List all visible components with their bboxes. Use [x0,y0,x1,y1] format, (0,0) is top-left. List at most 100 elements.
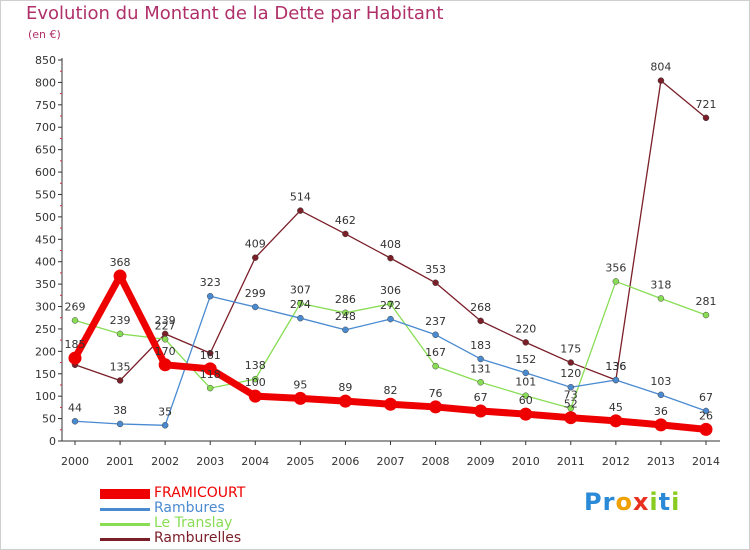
data-label: 804 [650,61,671,74]
data-label: 227 [155,319,176,332]
data-label: 26 [699,409,713,422]
y-tick-label: 400 [35,256,56,269]
x-tick-label: 2006 [331,455,359,468]
data-point [522,392,529,399]
data-label: 248 [335,310,356,323]
data-label: 161 [200,349,221,362]
data-point [564,411,578,425]
data-label: 721 [696,98,717,111]
data-label: 60 [519,394,533,407]
data-label: 274 [290,298,311,311]
data-label: 239 [110,314,131,327]
data-label: 353 [425,263,446,276]
data-point [609,414,623,428]
data-label: 356 [605,261,626,274]
y-tick-label: 700 [35,121,56,134]
legend-label: Le Translay [154,515,233,531]
data-label: 318 [650,278,671,291]
x-tick-label: 2004 [241,455,269,468]
data-point [206,349,214,357]
data-label: 103 [650,375,671,388]
data-label: 306 [380,284,401,297]
data-label: 45 [609,401,623,414]
data-point [342,326,349,334]
x-tick-label: 2014 [692,455,720,468]
data-point [342,309,349,317]
data-point [161,422,169,429]
data-label: 220 [515,322,536,335]
y-tick-label: 300 [35,301,56,314]
y-tick-label: 750 [35,99,56,112]
data-label: 36 [654,405,668,418]
data-label: 100 [245,376,266,389]
data-point [657,391,665,399]
series-le-translay [71,278,710,412]
y-tick-label: 350 [35,278,56,291]
legend-swatch [100,508,150,511]
data-label: 136 [605,360,626,373]
data-label: 272 [380,299,401,312]
data-point [297,207,304,214]
data-point [474,404,488,418]
y-tick-label: 200 [35,345,56,358]
data-point [387,254,394,262]
data-point [252,375,259,383]
y-tick-label: 100 [35,390,56,403]
data-labels: 185 368 170 161 100 95 89 82 76 67 60 52 45 36 26 44 38 3… [65,61,717,423]
data-label: 52 [564,398,578,411]
logo-letter: i [671,488,681,516]
data-label: 76 [429,387,443,400]
y-tick-label: 850 [35,54,56,67]
logo-letter: x [632,488,650,516]
data-label: 89 [338,381,352,394]
y-tick-label: 600 [35,166,56,179]
chart-title: Evolution du Montant de la Dette par Hab… [26,3,444,24]
data-point [203,362,217,376]
legend-swatch [100,538,150,541]
legend-label: Rambures [154,500,225,516]
data-label: 136 [605,360,626,373]
y-tick-label: 550 [35,188,56,201]
legend-label: FRAMICOURT [154,485,246,501]
data-label: 409 [245,238,266,251]
data-point [432,331,439,339]
data-point [387,300,394,308]
data-label: 118 [200,368,221,381]
data-point [477,317,484,325]
data-label: 170 [155,345,176,358]
y-tick-label: 450 [35,233,56,246]
data-label: 408 [380,238,401,251]
data-label: 67 [474,391,488,404]
x-tick-label: 2001 [106,455,134,468]
logo-letter: t [658,488,672,516]
data-label: 101 [515,376,536,389]
data-label: 268 [470,301,491,314]
data-label: 135 [110,360,131,373]
data-point [612,376,620,384]
data-label: 286 [335,293,356,306]
data-label: 138 [245,359,266,372]
data-label: 152 [515,353,536,366]
legend-item: Rambures [100,501,300,516]
data-label: 299 [245,287,266,300]
data-label: 131 [470,362,491,375]
logo-letter: o [615,488,633,516]
x-tick-label: 2009 [467,455,495,468]
data-point [71,418,79,425]
data-point [206,384,214,392]
logo-letter: r [602,488,616,516]
data-point [116,420,124,428]
data-label: 35 [158,405,172,418]
data-label: 514 [290,191,311,204]
legend-item: Le Translay [100,516,300,531]
data-point [699,422,713,436]
data-point [612,278,620,285]
chart-unit-label: (en €) [28,28,61,41]
x-tick-label: 2013 [647,455,675,468]
y-tick-label: 0 [49,435,56,448]
data-point [519,407,533,421]
data-point [116,377,124,384]
x-tick-label: 2010 [512,455,540,468]
data-point [702,407,710,415]
